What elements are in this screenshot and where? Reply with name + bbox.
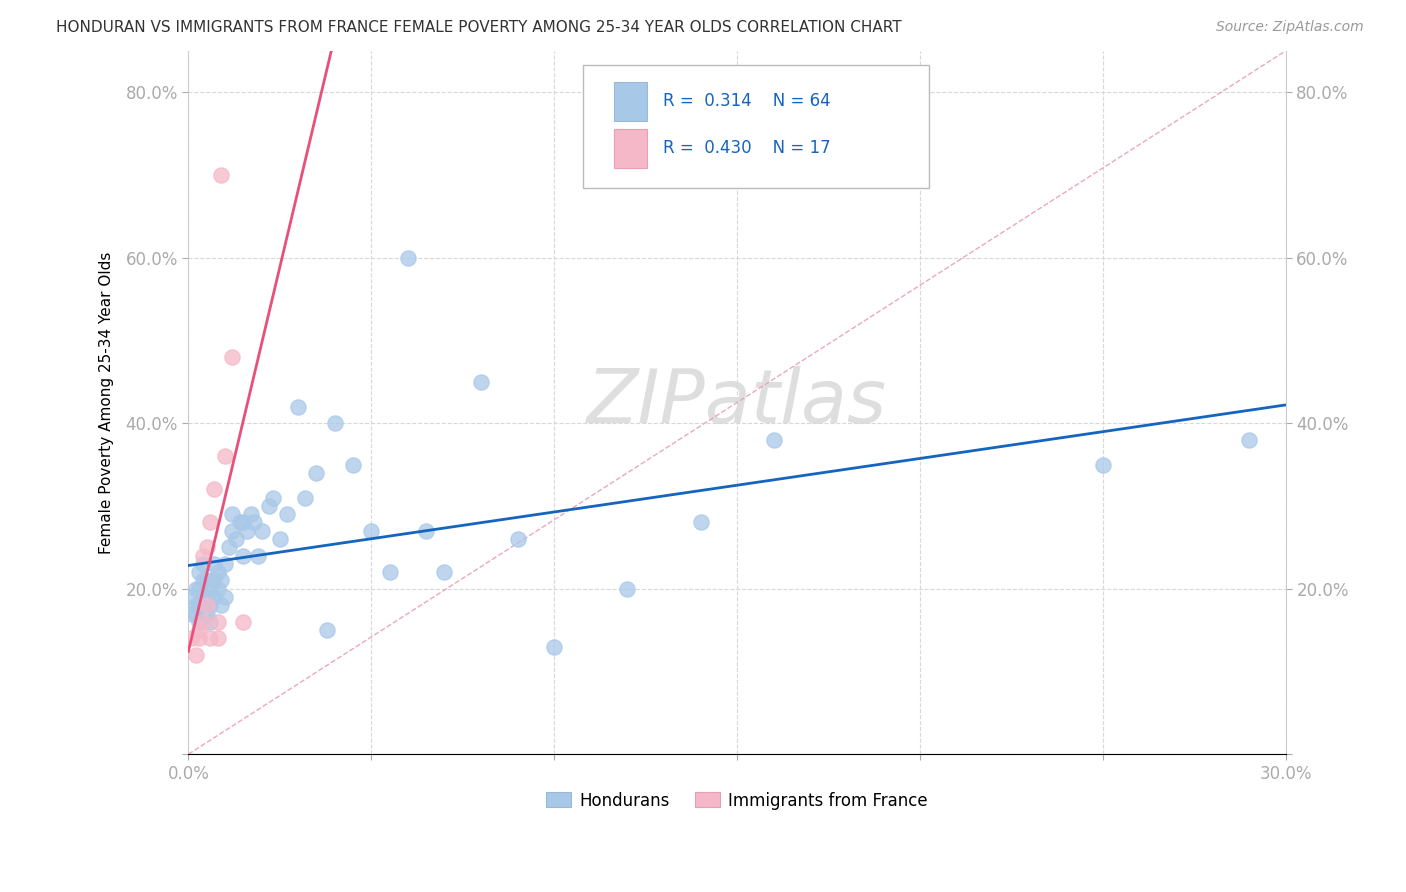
Point [188,632,211,646]
Point [218,541,240,555]
Point [689,516,711,530]
Point [287,400,309,414]
Point [236,524,259,538]
Text: Source: ZipAtlas.com: Source: ZipAtlas.com [1216,20,1364,34]
FancyBboxPatch shape [614,82,647,121]
Point [257,499,280,513]
Point [232,516,254,530]
Point [762,433,785,447]
Point [181,632,204,646]
Point [305,466,328,480]
Point [342,458,364,472]
Point [396,251,419,265]
Point [200,582,222,596]
Point [214,590,236,604]
Point [221,350,243,364]
Point [195,590,218,604]
Point [181,607,204,621]
Text: HONDURAN VS IMMIGRANTS FROM FRANCE FEMALE POVERTY AMONG 25-34 YEAR OLDS CORRELAT: HONDURAN VS IMMIGRANTS FROM FRANCE FEMAL… [56,20,901,35]
Point [323,416,346,430]
Point [184,607,207,621]
Point [202,590,225,604]
Point [228,516,250,530]
Point [188,565,211,579]
Point [200,516,222,530]
Text: ZIPatlas: ZIPatlas [588,367,887,439]
Point [207,615,229,629]
FancyBboxPatch shape [583,65,929,188]
Point [1091,458,1114,472]
Point [378,565,401,579]
Point [195,607,218,621]
Point [250,524,273,538]
Point [191,590,214,604]
Point [191,599,214,613]
Point [262,491,284,505]
Point [207,582,229,596]
Point [616,582,638,596]
Point [243,516,266,530]
Point [202,557,225,571]
Y-axis label: Female Poverty Among 25-34 Year Olds: Female Poverty Among 25-34 Year Olds [100,252,114,554]
Point [207,565,229,579]
Point [232,549,254,563]
Point [269,532,291,546]
Point [209,574,232,588]
Point [506,532,529,546]
Point [221,507,243,521]
FancyBboxPatch shape [614,129,647,169]
Point [191,615,214,629]
Point [184,648,207,662]
Point [209,599,232,613]
Point [246,549,269,563]
Point [470,375,492,389]
Point [195,599,218,613]
Point [214,449,236,463]
Point [225,532,247,546]
Point [195,574,218,588]
Point [184,599,207,613]
Text: R =  0.430    N = 17: R = 0.430 N = 17 [662,139,830,158]
Point [200,599,222,613]
Point [188,615,211,629]
Point [360,524,382,538]
Point [184,582,207,596]
Point [202,483,225,497]
Point [276,507,298,521]
Point [188,599,211,613]
Point [239,507,262,521]
Point [207,632,229,646]
Text: R =  0.314    N = 64: R = 0.314 N = 64 [662,93,830,111]
Legend: Hondurans, Immigrants from France: Hondurans, Immigrants from France [540,785,935,816]
Point [195,541,218,555]
Point [209,168,232,182]
Point [433,565,456,579]
Point [191,549,214,563]
Point [214,557,236,571]
Point [294,491,316,505]
Point [181,590,204,604]
Point [195,590,218,604]
Point [202,574,225,588]
Point [188,623,211,637]
Point [200,632,222,646]
Point [543,640,565,654]
Point [188,582,211,596]
Point [1239,433,1261,447]
Point [316,623,339,637]
Point [191,574,214,588]
Point [232,615,254,629]
Point [191,557,214,571]
Point [200,615,222,629]
Point [415,524,437,538]
Point [221,524,243,538]
